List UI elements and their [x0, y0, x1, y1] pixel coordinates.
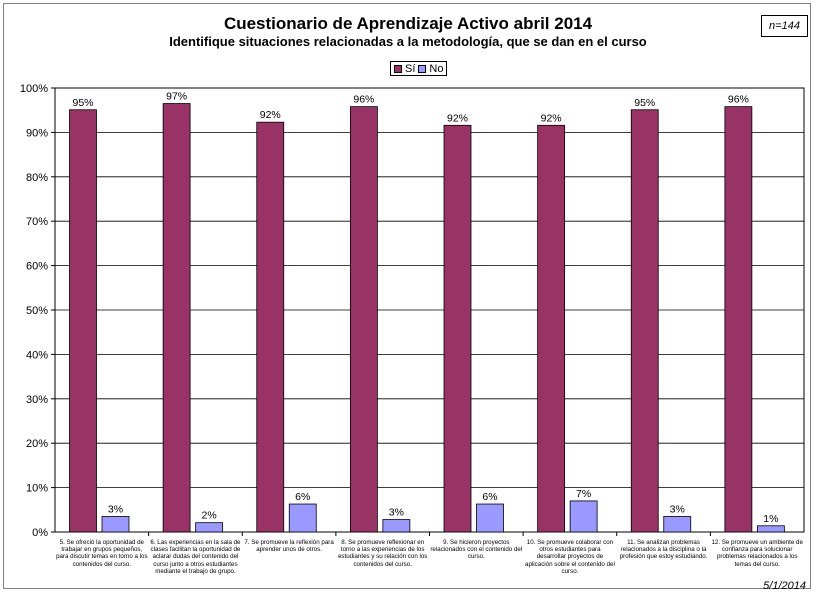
bar-no — [569, 500, 598, 533]
legend-label-si: Sí — [405, 62, 416, 75]
data-label-si: 92% — [447, 112, 468, 124]
y-tick-label: 40% — [26, 349, 48, 361]
data-label-si: 97% — [166, 91, 187, 103]
x-category-label: 5. Se ofreció la oportunidad de trabajar… — [56, 539, 148, 568]
data-label-si: 92% — [260, 109, 281, 121]
data-label-si: 95% — [634, 97, 655, 109]
legend-item-no: No — [418, 63, 443, 75]
bar-no — [288, 503, 317, 533]
data-label-si: 95% — [72, 97, 93, 109]
bar-si — [724, 106, 753, 533]
data-label-si: 92% — [541, 112, 562, 124]
bar-no — [663, 516, 692, 533]
y-tick-label: 90% — [26, 127, 48, 139]
bar-si — [162, 103, 191, 533]
sample-size-note: n=144 — [761, 15, 808, 37]
x-category-label: 9. Se hicieron proyectos relacionados co… — [430, 539, 523, 561]
bar-no — [195, 522, 224, 533]
x-category-label: 12. Se promueve un ambiente de confianza… — [711, 539, 803, 568]
legend-swatch-no — [418, 64, 427, 73]
bar-si — [69, 109, 97, 533]
bar-no — [382, 519, 411, 533]
bar-no — [476, 503, 504, 533]
x-category-label: 7. Se promueve la reflexión para aprende… — [244, 539, 334, 554]
bar-si — [630, 109, 659, 533]
data-label-si: 96% — [728, 94, 749, 106]
data-label-no: 7% — [576, 488, 591, 500]
x-category-label: 10. Se promueve colaborar con otros estu… — [525, 539, 615, 575]
y-tick-label: 50% — [26, 305, 48, 317]
bar-no — [756, 525, 785, 533]
data-label-no: 2% — [202, 510, 217, 522]
x-category-label: 6. Las experiencias en la sala de clases… — [150, 539, 241, 575]
data-label-no: 3% — [670, 503, 685, 515]
bar-si — [349, 106, 378, 533]
bar-si — [537, 124, 566, 533]
data-label-no: 6% — [482, 491, 497, 503]
chart-date: 5/1/2014 — [763, 580, 806, 592]
x-category-label: 11. Se analizan problemas relacionados a… — [619, 539, 708, 561]
legend-label-no: No — [429, 62, 444, 75]
y-tick-label: 10% — [26, 483, 48, 495]
bar-si — [256, 121, 285, 533]
chart-subtitle: Identifique situaciones relacionadas a l… — [169, 34, 647, 49]
y-tick-label: 60% — [26, 261, 48, 273]
y-tick-label: 80% — [26, 172, 48, 184]
legend-item-si: Sí — [394, 63, 415, 75]
x-category-label: 8. Se promueve reflexionar en torno a la… — [337, 539, 428, 568]
legend-swatch-si — [394, 64, 402, 73]
data-label-si: 96% — [353, 94, 374, 106]
y-tick-label: 0% — [32, 527, 48, 539]
data-label-no: 3% — [108, 503, 123, 515]
bar-si — [443, 124, 472, 533]
data-label-no: 3% — [389, 507, 404, 519]
y-tick-label: 20% — [26, 438, 48, 450]
chart-title: Cuestionario de Aprendizaje Activo abril… — [223, 14, 593, 33]
data-label-no: 6% — [295, 491, 310, 503]
y-tick-label: 70% — [26, 216, 48, 228]
y-tick-label: 100% — [20, 83, 48, 95]
data-label-no: 1% — [763, 513, 778, 525]
bar-no — [101, 516, 130, 533]
legend: Sí No — [390, 61, 448, 76]
y-tick-label: 30% — [26, 394, 48, 406]
